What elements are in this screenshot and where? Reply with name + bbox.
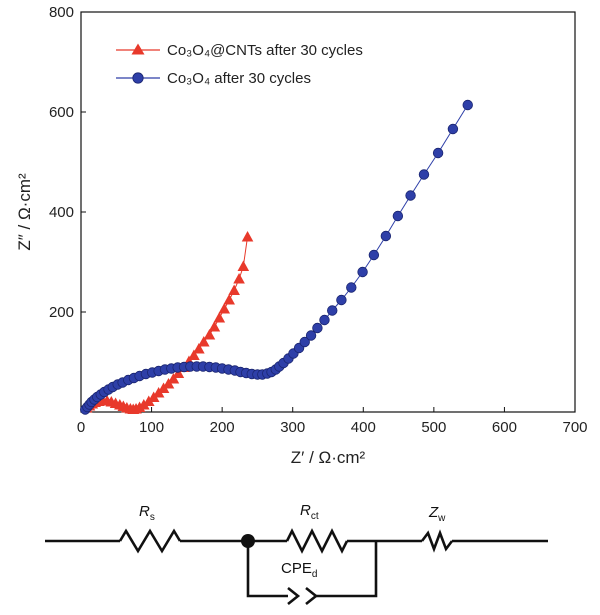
triangle-point xyxy=(188,349,200,360)
circle-point xyxy=(319,314,330,326)
y-tick-label: 400 xyxy=(49,204,74,221)
triangle-point xyxy=(138,399,150,410)
legend-label-co3o4: Co₃O₄ after 30 cycles xyxy=(167,70,311,87)
circle-point xyxy=(346,282,357,293)
legend: Co₃O₄@CNTs after 30 cycles Co₃O₄ after 3… xyxy=(116,42,363,87)
triangle-point xyxy=(241,231,254,242)
wire-cpe-branch xyxy=(246,541,288,598)
circle-point xyxy=(392,210,404,222)
circle-point xyxy=(327,305,338,316)
y-axis-title: Z″ / Ω·cm² xyxy=(15,173,34,251)
x-tick-label: 400 xyxy=(351,419,376,436)
triangle-point xyxy=(167,373,180,384)
x-axis-title: Z′ / Ω·cm² xyxy=(291,448,366,467)
legend-label-cnts: Co₃O₄@CNTs after 30 cycles xyxy=(167,42,363,59)
y-tick-label: 200 xyxy=(49,304,74,321)
resistor-rs xyxy=(118,528,182,554)
circle-point xyxy=(462,99,473,111)
resistor-rct xyxy=(285,528,349,554)
circle-point xyxy=(405,190,416,201)
circle-point xyxy=(380,230,392,242)
cpe-label: CPEd xyxy=(281,560,317,580)
circle-point xyxy=(305,330,317,341)
legend-marker-triangle xyxy=(131,43,145,55)
circle-point xyxy=(418,169,430,180)
x-tick-label: 0 xyxy=(77,419,85,436)
triangle-point xyxy=(218,303,231,314)
triangle-point xyxy=(237,260,250,271)
circle-point xyxy=(357,266,368,278)
x-tick-label: 300 xyxy=(280,419,305,436)
triangle-point xyxy=(228,284,240,295)
triangle-point xyxy=(233,273,245,284)
x-tick-label: 100 xyxy=(139,419,164,436)
triangle-point xyxy=(213,312,226,323)
circle-point xyxy=(312,322,323,334)
axis-ticks: 0 100 200 300 400 500 600 700 200 400 600 800 xyxy=(49,4,588,436)
triangle-point xyxy=(223,294,235,305)
warburg-element xyxy=(420,529,454,553)
x-tick-label: 700 xyxy=(562,419,587,436)
legend-marker-circle xyxy=(132,72,144,84)
circle-point xyxy=(299,336,310,348)
wire-cpe-return xyxy=(316,541,378,598)
rct-label: Rct xyxy=(300,502,319,522)
equivalent-circuit xyxy=(45,528,548,606)
triangle-point xyxy=(203,329,216,340)
circle-point xyxy=(432,147,444,159)
triangle-point xyxy=(193,343,205,354)
y-tick-label: 800 xyxy=(49,4,74,21)
triangle-point xyxy=(197,336,210,347)
triangle-point xyxy=(172,367,185,378)
circle-point xyxy=(447,123,459,135)
triangle-point xyxy=(208,321,221,332)
cpe-element xyxy=(287,586,319,606)
plot-frame xyxy=(80,11,576,413)
zw-label: Zw xyxy=(428,504,446,524)
x-tick-label: 200 xyxy=(210,419,235,436)
x-tick-label: 500 xyxy=(421,419,446,436)
x-tick-label: 600 xyxy=(492,419,517,436)
y-tick-label: 600 xyxy=(49,104,74,121)
rs-label: Rs xyxy=(139,503,155,523)
circle-point xyxy=(368,249,380,261)
series-layer xyxy=(80,99,473,415)
circle-point xyxy=(336,294,347,306)
